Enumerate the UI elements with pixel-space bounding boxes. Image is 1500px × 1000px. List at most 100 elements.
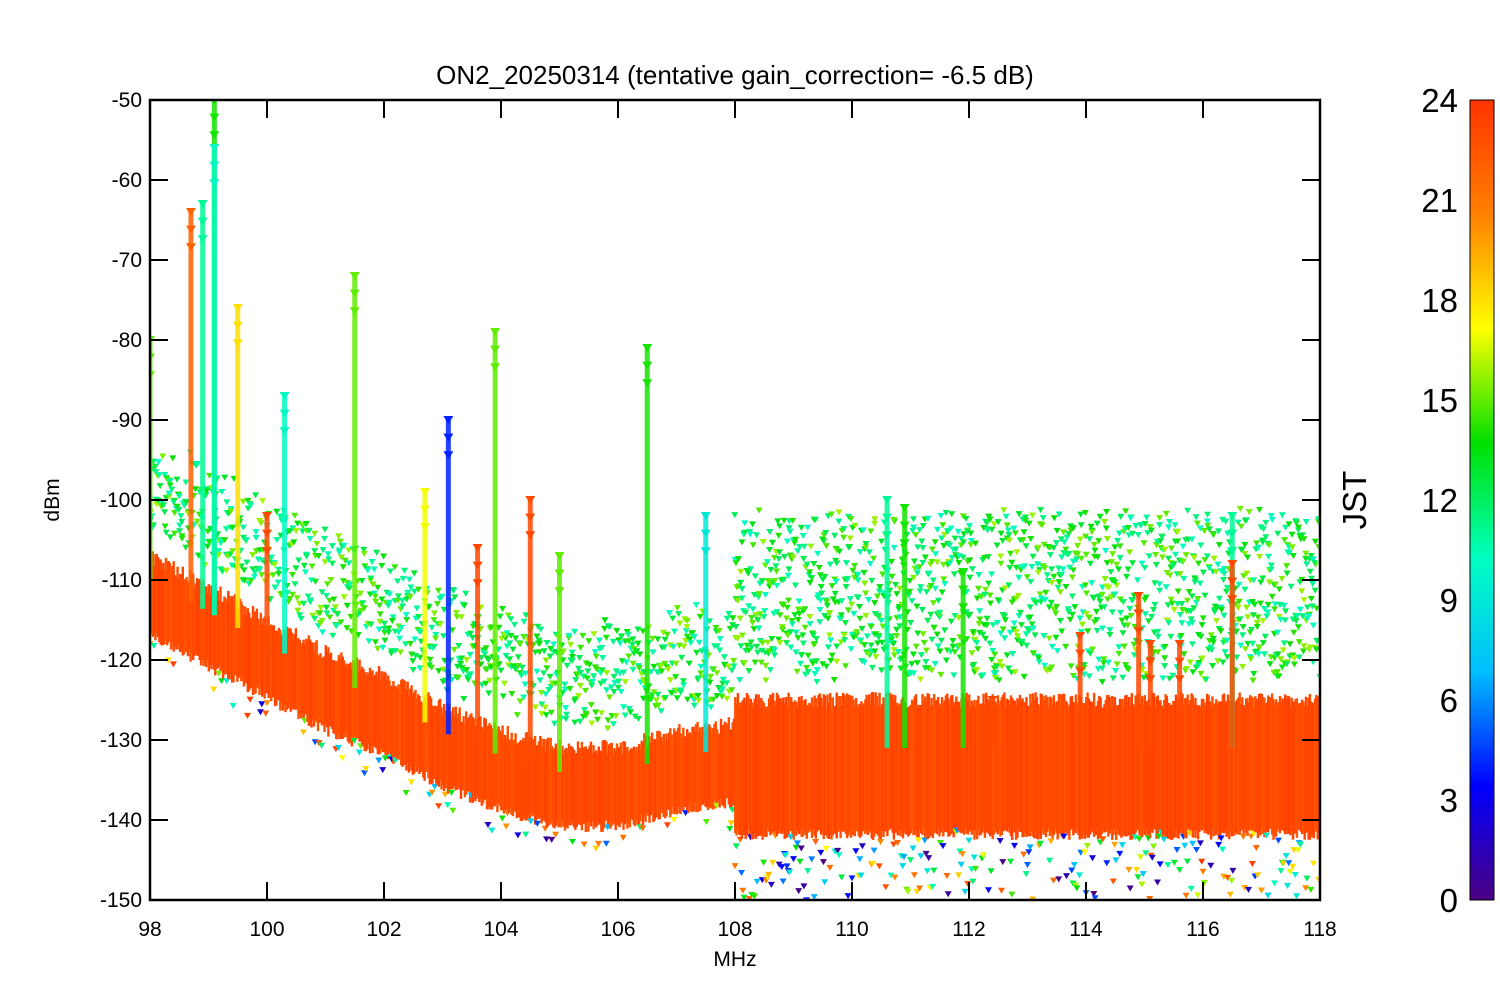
- spectrum-point: [1278, 664, 1286, 671]
- spectrum-point: [799, 533, 807, 540]
- spectrum-point: [972, 540, 980, 547]
- spectrum-point: [995, 677, 1003, 684]
- spectrum-point: [1039, 515, 1047, 522]
- spectrum-point: [1307, 553, 1315, 560]
- spectrum-point: [1066, 564, 1074, 571]
- noise-band-mark: [847, 694, 850, 836]
- spectrum-point: [1187, 885, 1195, 892]
- noise-band-mark: [1278, 695, 1282, 834]
- spectrum-point: [1119, 599, 1127, 606]
- noise-band-mark: [467, 717, 470, 792]
- spectrum-point: [159, 453, 167, 460]
- spectrum-point: [751, 659, 759, 666]
- noise-band-mark: [1102, 707, 1105, 831]
- spectrum-point: [1192, 599, 1200, 606]
- noise-band-mark: [374, 674, 377, 748]
- spectrum-point: [789, 554, 797, 561]
- spectrum-point: [1090, 890, 1098, 897]
- noise-band-mark: [979, 703, 983, 835]
- noise-band-mark: [1031, 693, 1035, 837]
- noise-band-mark: [825, 707, 828, 836]
- noise-band-mark: [224, 598, 227, 672]
- spectrum-point: [1171, 522, 1179, 529]
- spectrum-point: [933, 526, 941, 533]
- spectrum-point: [1102, 525, 1110, 532]
- spectrum-point: [1255, 651, 1263, 658]
- spectrum-point: [869, 860, 877, 867]
- spectrum-point: [1028, 621, 1036, 628]
- spectrum-point: [1285, 550, 1293, 557]
- noise-band-mark: [416, 694, 420, 767]
- spectrum-point: [1289, 553, 1297, 560]
- noise-band-mark: [180, 574, 183, 649]
- spectrum-point: [617, 688, 625, 695]
- noise-band-mark: [637, 743, 641, 825]
- spectrum-point: [775, 636, 783, 643]
- noise-band-mark: [900, 699, 903, 831]
- spectrum-point: [1158, 554, 1166, 561]
- spectrum-point: [983, 622, 991, 629]
- noise-band-mark: [1051, 703, 1054, 839]
- spectrum-point: [981, 591, 989, 598]
- spectrum-point: [792, 844, 800, 851]
- spectrum-point: [679, 678, 687, 685]
- spectrum-point: [1204, 522, 1212, 529]
- noise-band-mark: [1056, 700, 1059, 840]
- x-axis-title: MHz: [713, 948, 756, 971]
- spectrum-point: [816, 619, 824, 626]
- noise-band-mark: [956, 701, 959, 829]
- spectrum-point: [1010, 525, 1018, 532]
- noise-band-mark: [307, 635, 311, 726]
- spectrum-point: [1302, 885, 1310, 892]
- spectrum-point: [734, 635, 742, 642]
- noise-band-mark: [1089, 700, 1092, 835]
- spectrum-point: [385, 625, 393, 632]
- peak-point: [642, 379, 653, 388]
- spectrum-point: [406, 640, 414, 647]
- noise-band-mark: [930, 697, 933, 837]
- noise-band-mark: [173, 575, 177, 647]
- spectrum-point: [615, 678, 623, 685]
- colorbar-tick-label: 3: [1440, 782, 1458, 819]
- spectrum-point: [726, 825, 734, 832]
- spectrum-point: [541, 704, 549, 711]
- spectrum-point: [686, 636, 694, 643]
- spectrum-point: [1178, 620, 1186, 627]
- spectrum-point: [960, 531, 968, 538]
- spectrum-point: [725, 663, 733, 670]
- spectrum-point: [702, 819, 710, 826]
- noise-band-mark: [345, 663, 348, 734]
- spectrum-point: [1129, 560, 1137, 567]
- noise-band-mark: [1285, 698, 1288, 831]
- spectrum-point: [379, 767, 387, 774]
- spectrum-point: [747, 639, 755, 646]
- spectrum-point: [582, 710, 590, 717]
- noise-band-mark: [1147, 699, 1150, 834]
- spectrum-point: [748, 615, 756, 622]
- noise-band-mark: [879, 707, 883, 840]
- spectrum-point: [797, 660, 805, 667]
- spectrum-point: [792, 536, 800, 543]
- spectrum-point: [734, 556, 742, 563]
- noise-band-mark: [398, 689, 402, 760]
- noise-band-mark: [155, 553, 158, 633]
- spectrum-point: [306, 599, 314, 606]
- noise-band-mark: [203, 591, 207, 664]
- spectrum-point: [291, 581, 299, 588]
- noise-band-mark: [227, 590, 230, 679]
- spectrum-point: [1076, 615, 1084, 622]
- spectrum-point: [807, 543, 815, 550]
- spectrum-point: [888, 558, 896, 565]
- noise-band-mark: [466, 717, 469, 791]
- spectrum-point: [1143, 514, 1151, 521]
- spectrum-point: [804, 524, 812, 531]
- spectrum-point: [1149, 606, 1157, 613]
- noise-band-mark: [756, 703, 759, 837]
- spectrum-point: [811, 517, 819, 524]
- spectrum-point: [1045, 635, 1053, 642]
- noise-band-mark: [445, 715, 448, 789]
- spectrum-point: [178, 533, 186, 540]
- spectrum-point: [1210, 555, 1218, 562]
- noise-band-mark: [312, 652, 316, 727]
- spectrum-point: [943, 873, 951, 880]
